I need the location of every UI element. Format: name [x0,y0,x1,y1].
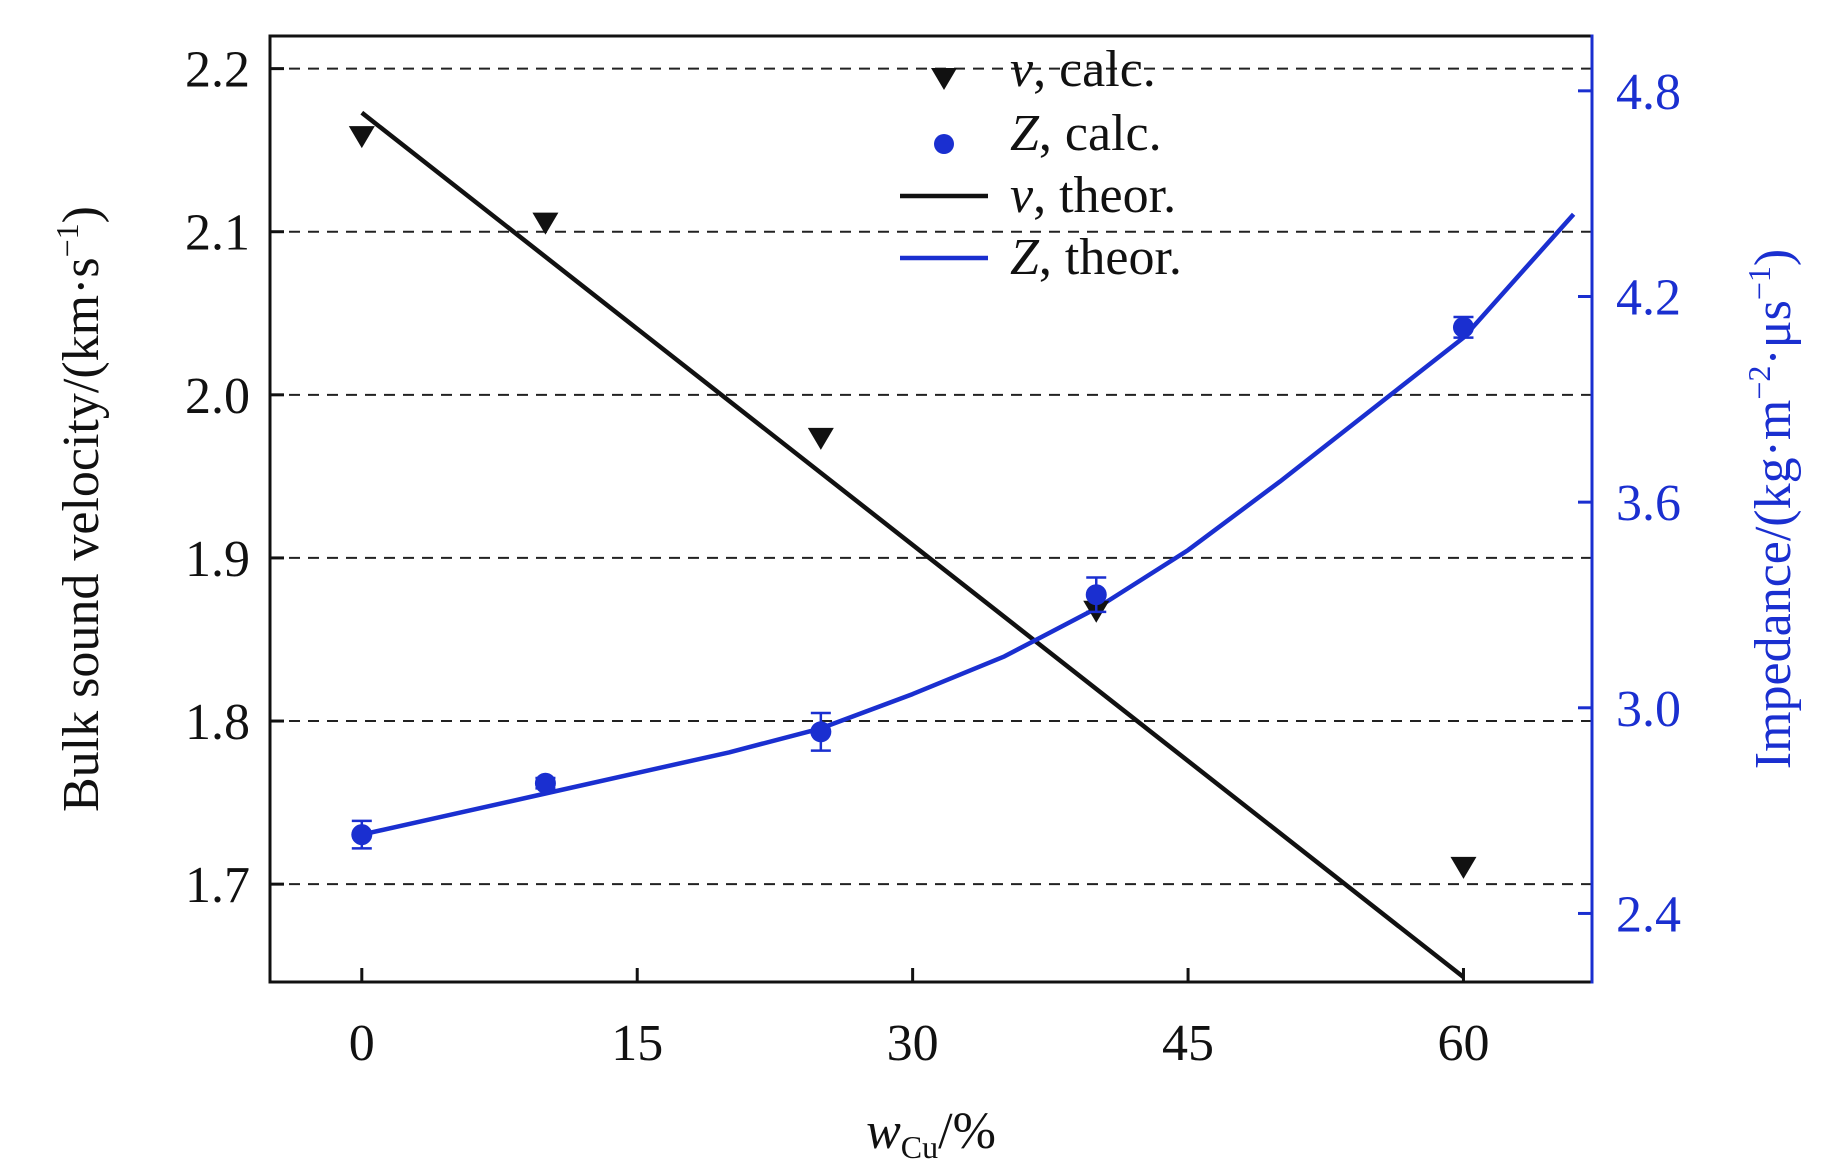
v-calc-point [1450,856,1477,879]
series-layer [348,110,1576,979]
x-tick-label: 0 [349,1015,375,1072]
legend-label-v-calc: v, calc. [1010,41,1156,98]
right-y-tick-label: 2.4 [1616,886,1681,943]
plot-frame [268,34,1594,984]
v-calc-point [348,126,375,149]
z-theor-line [361,212,1576,837]
legend-label-z-calc: Z, calc. [1010,105,1162,162]
v-theor-line [360,110,1465,979]
legend-marker-circle [934,134,954,154]
right-y-tick-label: 4.8 [1616,64,1681,121]
x-axis-label: wCu/% [866,1103,996,1165]
z-calc-point [1085,584,1107,606]
left-y-tick-label: 1.8 [185,694,250,751]
left-y-tick-label: 2.2 [185,42,250,99]
legend-label-z-theor: Z, theor. [1010,229,1182,286]
legend: v, calc. Z, calc. v, theor. Z, theor. [900,41,1182,286]
v-calc-point [532,212,559,235]
z-calc-point [534,772,556,794]
tick-layer: 0 15 30 45 60 1.7 1.8 1.9 2.0 2.1 2.2 2.4 3.0 3.6 4.2 4… [185,42,1681,1072]
legend-item-v-calc: v, calc. [931,41,1156,98]
legend-label-v-theor: v, theor. [1010,167,1176,224]
x-tick-label: 30 [887,1015,939,1072]
z-calc-point [1452,316,1474,338]
right-y-tick-label: 4.2 [1616,269,1681,326]
left-y-tick-label: 2.0 [185,368,250,425]
left-y-tick-label: 1.7 [185,857,250,914]
x-tick-label: 45 [1162,1015,1214,1072]
z-calc-point [351,824,373,846]
legend-item-z-calc: Z, calc. [934,105,1162,162]
left-y-tick-label: 2.1 [185,205,250,262]
grid-lines [270,67,1592,886]
v-calc-point [807,427,834,450]
left-y-tick-label: 1.9 [185,531,250,588]
left-y-axis-label: Bulk sound velocity/(km·s−1) [49,206,110,812]
x-tick-label: 15 [611,1015,663,1072]
right-y-tick-label: 3.0 [1616,681,1681,738]
legend-item-z-theor: Z, theor. [900,229,1182,286]
x-tick-label: 60 [1437,1015,1489,1072]
legend-marker-triangle [931,68,957,90]
right-y-tick-label: 3.6 [1616,475,1681,532]
legend-item-v-theor: v, theor. [900,167,1176,224]
z-calc-point [810,721,832,743]
right-y-axis-label: Impedance/(kg·m−2·μs−1) [1741,249,1802,769]
